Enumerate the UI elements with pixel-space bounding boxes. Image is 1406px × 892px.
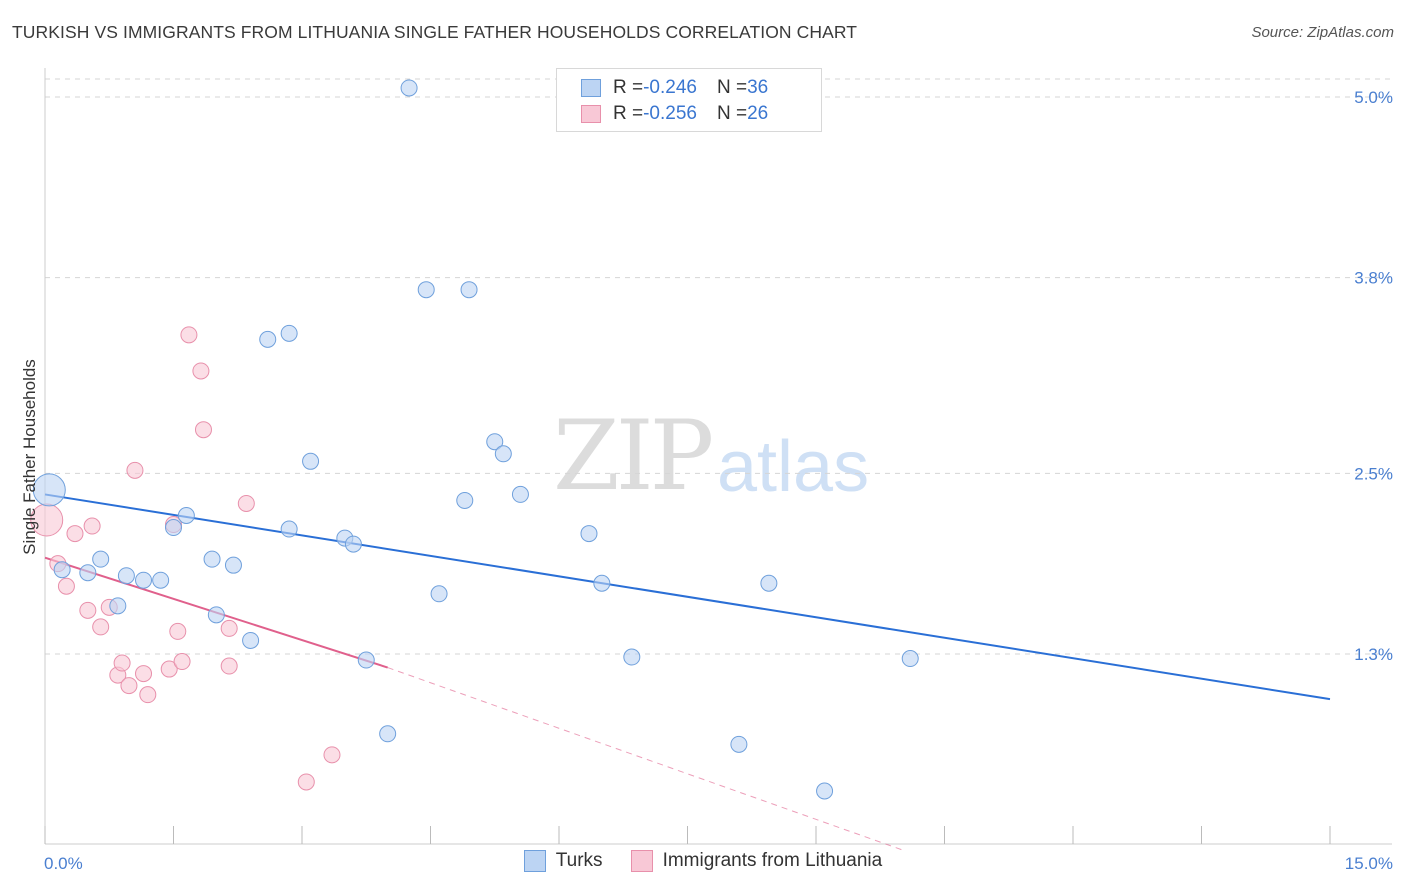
point-turks xyxy=(430,585,448,603)
point-turks xyxy=(109,597,127,615)
legend-row-turks: R = -0.246 N = 36 xyxy=(581,75,768,101)
legend-item-lithuania[interactable]: Immigrants from Lithuania xyxy=(630,850,883,872)
y-tick-label: 3.8% xyxy=(1354,269,1393,288)
point-lithuania xyxy=(220,619,238,637)
legend-r-value: -0.256 xyxy=(643,103,697,124)
legend-item-turks[interactable]: Turks xyxy=(523,850,603,872)
legend-r-value: -0.246 xyxy=(643,77,697,98)
point-turks xyxy=(92,550,110,568)
point-turks xyxy=(280,520,298,538)
point-turks xyxy=(816,782,834,800)
correlation-legend: R = -0.246 N = 36 R = -0.256 N = 26 xyxy=(556,68,822,132)
point-turks xyxy=(357,651,375,669)
tick-labels: 1.3% 2.5% 3.8% 5.0% 0.0% 15.0% xyxy=(44,88,1393,873)
point-turks xyxy=(417,281,435,299)
point-lithuania xyxy=(120,677,138,695)
point-turks xyxy=(460,281,478,299)
point-turks xyxy=(593,574,611,592)
point-turks xyxy=(224,556,242,574)
legend-n-label: N = xyxy=(716,77,748,98)
trend-line-turks xyxy=(44,493,1331,701)
legend-label-turks: Turks xyxy=(555,850,603,871)
x-tick-label: 15.0% xyxy=(1345,854,1393,873)
point-turks xyxy=(32,473,66,507)
legend-r-label: R = xyxy=(613,103,644,124)
turks-swatch xyxy=(523,850,546,872)
y-axis-title: Single Father Households xyxy=(20,359,39,555)
point-turks xyxy=(207,606,225,624)
point-turks xyxy=(203,550,221,568)
point-lithuania xyxy=(79,601,97,619)
point-turks xyxy=(165,519,182,537)
chart-title: TURKISH VS IMMIGRANTS FROM LITHUANIA SIN… xyxy=(12,22,858,42)
gridlines xyxy=(45,78,1392,655)
point-turks xyxy=(901,650,919,668)
data-points xyxy=(30,79,919,800)
point-turks xyxy=(177,507,195,525)
x-tick-label: 0.0% xyxy=(44,854,83,873)
point-turks xyxy=(53,561,71,579)
point-turks xyxy=(135,571,153,589)
legend-n-value: 26 xyxy=(747,103,769,124)
legend-n-label: N = xyxy=(716,103,748,124)
source-label: Source: ZipAtlas.com xyxy=(1251,24,1394,41)
point-turks xyxy=(259,330,277,348)
y-tick-label: 2.5% xyxy=(1354,464,1393,483)
point-lithuania xyxy=(92,618,110,636)
point-turks xyxy=(242,631,260,649)
point-turks xyxy=(456,491,474,509)
point-turks xyxy=(580,525,598,543)
point-turks xyxy=(400,79,418,97)
axes xyxy=(44,68,1392,845)
point-lithuania xyxy=(237,494,255,512)
point-lithuania xyxy=(139,686,157,704)
legend-row-lithuania: R = -0.256 N = 26 xyxy=(581,101,768,127)
point-turks xyxy=(379,725,397,743)
point-lithuania xyxy=(160,660,178,678)
point-turks xyxy=(730,735,748,753)
lithuania-swatch xyxy=(630,850,653,872)
legend-label-lithuania: Immigrants from Lithuania xyxy=(662,850,883,871)
point-turks xyxy=(494,445,512,463)
turks-swatch xyxy=(581,79,601,97)
point-lithuania xyxy=(297,773,315,791)
watermark-zip: ZIP xyxy=(553,400,714,512)
point-turks xyxy=(511,485,529,503)
point-lithuania xyxy=(194,421,212,439)
point-lithuania xyxy=(180,326,198,344)
y-tick-label: 1.3% xyxy=(1354,645,1393,664)
watermark-atlas: atlas xyxy=(717,427,870,507)
series-legend: Turks Immigrants from Lithuania xyxy=(0,850,1406,872)
lithuania-swatch xyxy=(581,105,601,123)
point-turks xyxy=(117,567,135,585)
point-turks xyxy=(623,648,641,666)
point-lithuania xyxy=(113,654,131,672)
point-lithuania xyxy=(126,461,144,479)
legend-n-value: 36 xyxy=(747,77,769,98)
point-turks xyxy=(280,324,298,342)
point-turks xyxy=(152,571,170,589)
point-lithuania xyxy=(135,665,153,683)
point-lithuania xyxy=(66,525,84,543)
point-lithuania xyxy=(83,517,101,535)
y-tick-label: 5.0% xyxy=(1354,88,1393,107)
trend-line-lithuania-extrapolated xyxy=(387,667,902,851)
point-turks xyxy=(302,452,320,470)
trend-lines xyxy=(44,493,1331,851)
point-lithuania xyxy=(323,746,341,764)
point-lithuania xyxy=(169,622,187,640)
point-turks xyxy=(486,433,504,451)
point-lithuania xyxy=(173,653,191,671)
point-lithuania xyxy=(57,577,75,595)
point-turks xyxy=(344,535,362,553)
point-lithuania xyxy=(220,657,238,675)
point-turks xyxy=(79,564,97,582)
point-lithuania xyxy=(192,362,210,380)
legend-r-label: R = xyxy=(613,77,644,98)
point-turks xyxy=(760,574,778,592)
